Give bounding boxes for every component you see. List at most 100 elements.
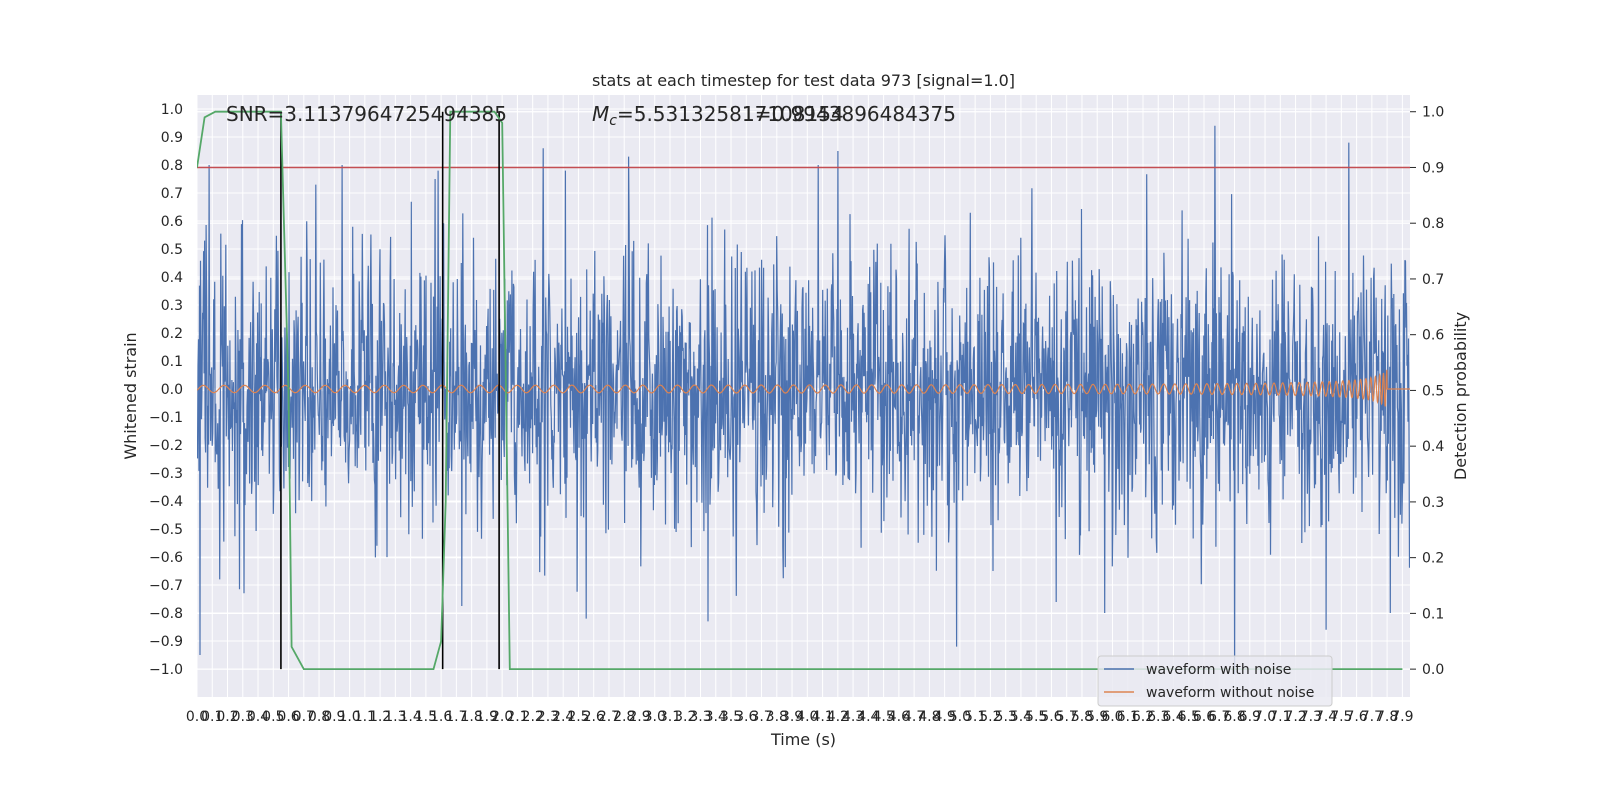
x-tick-label: 1.8 [461, 709, 483, 725]
y-tick-label: 0.8 [161, 158, 183, 174]
chirp-mass-value: =5.531325817108154 [617, 102, 844, 126]
x-tick-label: 0.2 [216, 709, 238, 725]
x-tick-label: 3.1 [659, 709, 681, 725]
y-tick-label: −0.2 [149, 438, 183, 454]
x-tick-label: 5.5 [1025, 709, 1047, 725]
x-tick-label: 7.9 [1391, 709, 1413, 725]
x-tick-label: 5.0 [949, 709, 971, 725]
x-tick-label: 4.9 [934, 709, 956, 725]
x-tick-label: 0.8 [308, 709, 330, 725]
y-axis-label: Whitened strain [121, 332, 140, 459]
y-tick-label: −0.4 [149, 494, 183, 510]
right-y-tick-label: 0.6 [1422, 328, 1444, 344]
x-tick-label: 4.2 [827, 709, 849, 725]
right-y-tick-label: 0.3 [1422, 495, 1444, 511]
y-tick-label: 0.1 [161, 354, 183, 370]
x-tick-label: 3.9 [781, 709, 803, 725]
y-tick-label: 0.6 [161, 214, 183, 230]
chirp-mass-annotation: Mc=5.531325817108154 [592, 102, 844, 129]
x-tick-label: 1.2 [369, 709, 391, 725]
x-tick-label: 5.8 [1071, 709, 1093, 725]
x-tick-label: 1.9 [476, 709, 498, 725]
y-tick-label: 0.9 [161, 130, 183, 146]
x-tick-label: 2.7 [598, 709, 620, 725]
x-tick-label: 0.4 [247, 709, 269, 725]
x-tick-label: 3.3 [689, 709, 711, 725]
x-tick-label: 1.6 [430, 709, 452, 725]
y-tick-label: −0.5 [149, 522, 183, 538]
x-tick-label: 5.1 [964, 709, 986, 725]
x-tick-label: 1.3 [384, 709, 406, 725]
snr-annotation: SNR=3.1137964725494385 [226, 102, 507, 126]
x-tick-label: 5.3 [995, 709, 1017, 725]
x-tick-label: 2.2 [522, 709, 544, 725]
x-tick-label: 0.0 [186, 709, 208, 725]
x-tick-label: 1.7 [445, 709, 467, 725]
x-tick-label: 0.1 [201, 709, 223, 725]
right-y-tick-label: 0.1 [1422, 606, 1444, 622]
x-tick-label: 4.8 [918, 709, 940, 725]
x-tick-label: 6.9 [1239, 709, 1261, 725]
x-tick-label: 1.5 [415, 709, 437, 725]
y-tick-label: 0.5 [161, 242, 183, 258]
x-tick-label: 6.4 [1162, 709, 1184, 725]
x-tick-label: 5.9 [1086, 709, 1108, 725]
x-tick-label: 5.2 [979, 709, 1001, 725]
x-tick-label: 5.7 [1056, 709, 1078, 725]
x-tick-label: 5.6 [1040, 709, 1062, 725]
x-tick-label: 1.0 [338, 709, 360, 725]
right-y-tick-label: 0.7 [1422, 272, 1444, 288]
legend-label-waveform-without-noise: waveform without noise [1146, 685, 1314, 701]
x-tick-label: 3.8 [766, 709, 788, 725]
x-tick-label: 6.8 [1223, 709, 1245, 725]
x-tick-label: 7.4 [1315, 709, 1337, 725]
series-line-detection-probability [197, 110, 1403, 670]
x-tick-label: 0.3 [232, 709, 254, 725]
x-tick-label: 4.6 [888, 709, 910, 725]
right-y-axis-label: Detection probability [1451, 312, 1470, 480]
x-tick-label: 3.4 [705, 709, 727, 725]
legend: waveform with noise waveform without noi… [1097, 655, 1333, 707]
x-tick-label: 7.8 [1376, 709, 1398, 725]
chart-title: stats at each timestep for test data 973… [592, 71, 1015, 90]
y-axis-ticks: −1.0 −0.9 −0.8 −0.7 −0.6 −0.5 −0.4 −0.3 −0.2 −0.1… [149, 102, 183, 678]
x-tick-label: 2.0 [491, 709, 513, 725]
x-tick-label: 2.4 [552, 709, 574, 725]
y-tick-label: 0.7 [161, 186, 183, 202]
x-tick-label: 2.8 [613, 709, 635, 725]
x-tick-label: 6.3 [1147, 709, 1169, 725]
x-tick-label: 7.0 [1254, 709, 1276, 725]
y-tick-label: 0.2 [161, 326, 183, 342]
x-tick-label: 0.5 [262, 709, 284, 725]
right-y-tick-label: 1.0 [1422, 105, 1444, 121]
overlap-annotation: 1=0.9943896484375 [742, 102, 956, 126]
x-tick-label: 7.3 [1300, 709, 1322, 725]
x-tick-label: 7.1 [1269, 709, 1291, 725]
x-tick-label: 6.5 [1178, 709, 1200, 725]
right-y-tick-label: 0.8 [1422, 216, 1444, 232]
right-y-axis-ticks: 0.0 0.1 0.2 0.3 0.4 0.5 0.6 0.7 0.8 0.9 1.0 [1410, 105, 1444, 678]
y-tick-label: −0.8 [149, 606, 183, 622]
chirp-mass-subscript: c [609, 113, 617, 129]
right-y-tick-label: 0.0 [1422, 662, 1444, 678]
x-tick-label: 4.7 [903, 709, 925, 725]
x-tick-label: 4.3 [842, 709, 864, 725]
legend-label-waveform-with-noise: waveform with noise [1146, 662, 1291, 678]
x-tick-label: 7.5 [1330, 709, 1352, 725]
series-line-waveform-with-noise [197, 125, 1410, 675]
right-y-tick-label: 0.5 [1422, 383, 1444, 399]
x-tick-label: 6.0 [1101, 709, 1123, 725]
x-tick-label: 7.7 [1361, 709, 1383, 725]
x-tick-label: 0.9 [323, 709, 345, 725]
x-tick-label: 3.0 [644, 709, 666, 725]
x-tick-label: 1.1 [354, 709, 376, 725]
x-tick-label: 2.1 [506, 709, 528, 725]
x-tick-label: 7.2 [1284, 709, 1306, 725]
x-tick-label: 0.7 [293, 709, 315, 725]
x-tick-label: 4.0 [796, 709, 818, 725]
x-tick-label: 6.6 [1193, 709, 1215, 725]
x-tick-label: 3.6 [735, 709, 757, 725]
y-tick-label: −1.0 [149, 662, 183, 678]
x-tick-label: 3.7 [750, 709, 772, 725]
